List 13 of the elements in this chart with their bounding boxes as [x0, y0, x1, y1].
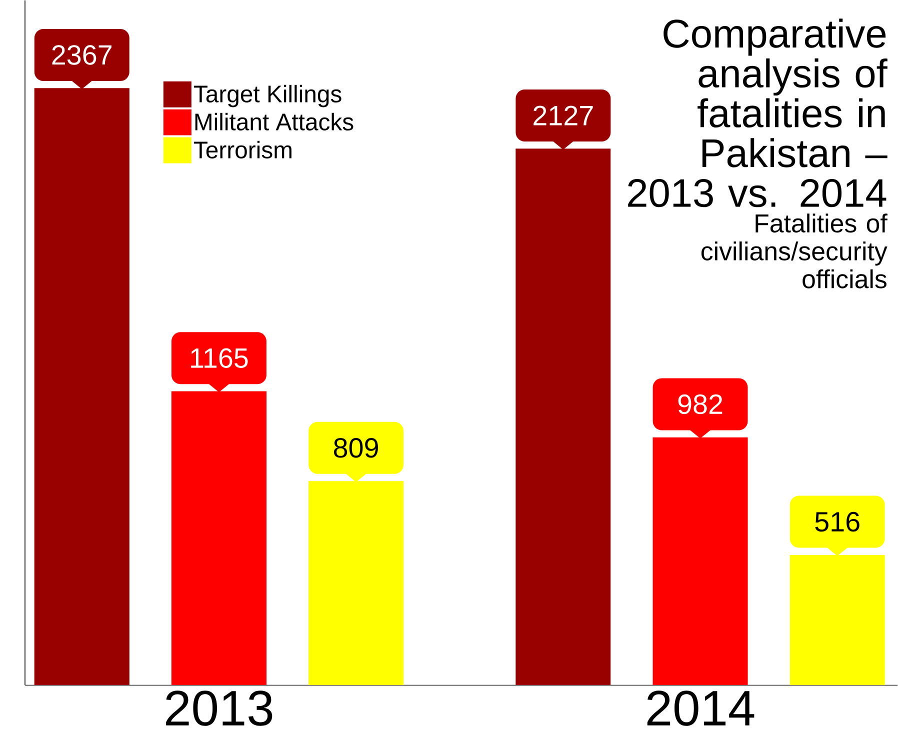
data-label: 809	[334, 438, 378, 458]
x-tick-label: 2013	[166, 690, 272, 726]
x-tick-label: 2014	[647, 690, 754, 726]
legend-label: Militant Attacks	[195, 112, 354, 130]
data-label: 982	[678, 394, 722, 414]
legend-label: Target Killings	[194, 84, 342, 108]
data-label: 2127	[534, 106, 593, 126]
data-label: 1165	[191, 348, 248, 368]
data-label: 516	[815, 512, 860, 532]
text: Fatalities of civilians/security officials	[701, 214, 888, 288]
data-label: 2367	[52, 45, 112, 65]
chart-title: Comparative analysis of fatalities in Pakistan – 2013 vs. 2014	[628, 18, 888, 208]
legend-label: Terrorism	[194, 140, 292, 158]
